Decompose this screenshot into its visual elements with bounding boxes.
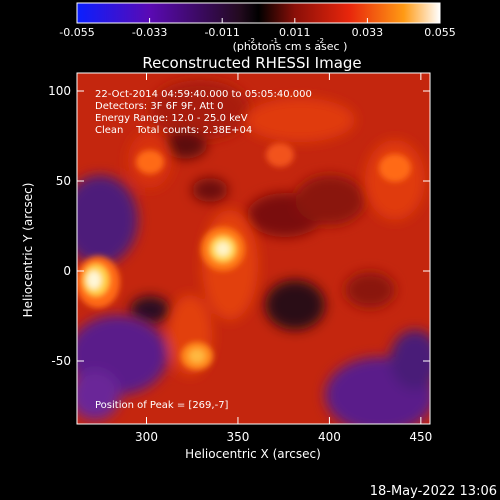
x-tick-label: 350 (227, 430, 250, 444)
x-tick-label: 400 (318, 430, 341, 444)
colorbar-ticks: -0.055 -0.033 -0.011 0.011 0.033 0.055 (59, 18, 456, 39)
unit-sup-2: -1 (271, 37, 278, 45)
unit-sup-1: -2 (248, 37, 255, 45)
heatmap-image (77, 73, 430, 424)
colorbar-tick-label: 0.033 (352, 26, 384, 39)
y-tick-label: 50 (56, 174, 71, 188)
y-tick-label: 100 (48, 84, 71, 98)
chart-title: Reconstructed RHESSI Image (142, 54, 361, 72)
peak-position-text: Position of Peak = [269,-7] (95, 400, 229, 411)
colorbar-tick-label: 0.055 (424, 26, 456, 39)
y-axis-label: Heliocentric Y (arcsec) (21, 183, 35, 318)
info-line-time: 22-Oct-2014 04:59:40.000 to 05:05:40.000 (95, 89, 312, 100)
timestamp: 18-May-2022 13:06 (370, 484, 497, 499)
axis-ticks: 300 350 400 450 -50 0 50 100 (48, 73, 432, 444)
unit-sup-3: -2 (317, 37, 324, 45)
colorbar (77, 3, 440, 23)
info-line-energy: Energy Range: 12.0 - 25.0 keV (95, 113, 248, 124)
colorbar-tick-label: -0.055 (59, 26, 94, 39)
colorbar-tick-label: 0.011 (279, 26, 311, 39)
x-axis-label: Heliocentric X (arcsec) (185, 447, 321, 461)
x-tick-label: 300 (135, 430, 158, 444)
info-line-detectors: Detectors: 3F 6F 9F, Att 0 (95, 101, 223, 112)
colorbar-tick-label: -0.011 (204, 26, 239, 39)
info-line-clean: Clean Total counts: 2.38E+04 (95, 125, 252, 136)
x-tick-label: 450 (409, 430, 432, 444)
colorbar-tick-label: -0.033 (132, 26, 167, 39)
plot-frame (76, 72, 431, 425)
colorbar-unit-label: (photons cm s asec ) (233, 40, 348, 53)
observation-info: 22-Oct-2014 04:59:40.000 to 05:05:40.000… (95, 89, 312, 136)
y-tick-label: -50 (51, 354, 71, 368)
y-tick-label: 0 (63, 264, 71, 278)
